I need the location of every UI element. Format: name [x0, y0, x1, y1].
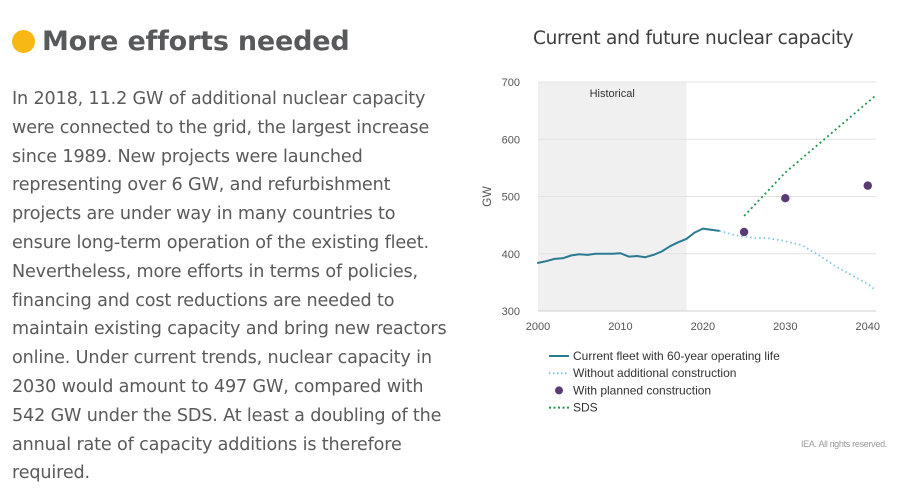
legend-label: Without additional construction	[573, 366, 736, 380]
legend-marker	[555, 386, 563, 395]
series-line-1	[719, 230, 877, 292]
x-tick-label: 2010	[608, 321, 632, 333]
legend-label: SDS	[573, 401, 598, 415]
x-tick-label: 2040	[856, 321, 880, 333]
x-tick-label: 2020	[691, 321, 715, 333]
y-tick-label: 300	[502, 306, 520, 318]
chart-panel: Current and future nuclear capacity Hist…	[470, 0, 910, 504]
text-panel: More efforts needed In 2018, 11.2 GW of …	[12, 18, 452, 488]
data-point	[739, 227, 749, 237]
data-point	[863, 181, 872, 190]
y-tick-label: 600	[502, 134, 520, 146]
data-point	[781, 194, 790, 203]
series-line-3	[743, 94, 877, 217]
x-tick-label: 2030	[773, 321, 797, 333]
summary-paragraph: In 2018, 11.2 GW of additional nuclear c…	[12, 89, 447, 484]
x-tick-label: 2000	[526, 321, 550, 333]
nuclear-capacity-chart: Historical 300 400 500 600 700 2000 2010 2020 203…	[480, 77, 880, 415]
status-heading: More efforts needed	[12, 18, 452, 64]
copyright-notice: IEA. All rights reserved.	[800, 439, 887, 449]
status-title: More efforts needed	[42, 25, 350, 57]
y-axis-label: GW	[480, 186, 494, 207]
status-indicator-icon	[12, 29, 35, 53]
historical-label: Historical	[590, 88, 635, 100]
series-line-0	[537, 227, 721, 264]
y-tick-label: 400	[502, 249, 520, 261]
y-tick-label: 700	[502, 77, 520, 89]
legend-label: With planned construction	[573, 383, 711, 397]
legend-label: Current fleet with 60-year operating lif…	[573, 349, 780, 363]
chart-title: Current and future nuclear capacity	[533, 28, 854, 49]
y-tick-label: 500	[502, 192, 520, 204]
